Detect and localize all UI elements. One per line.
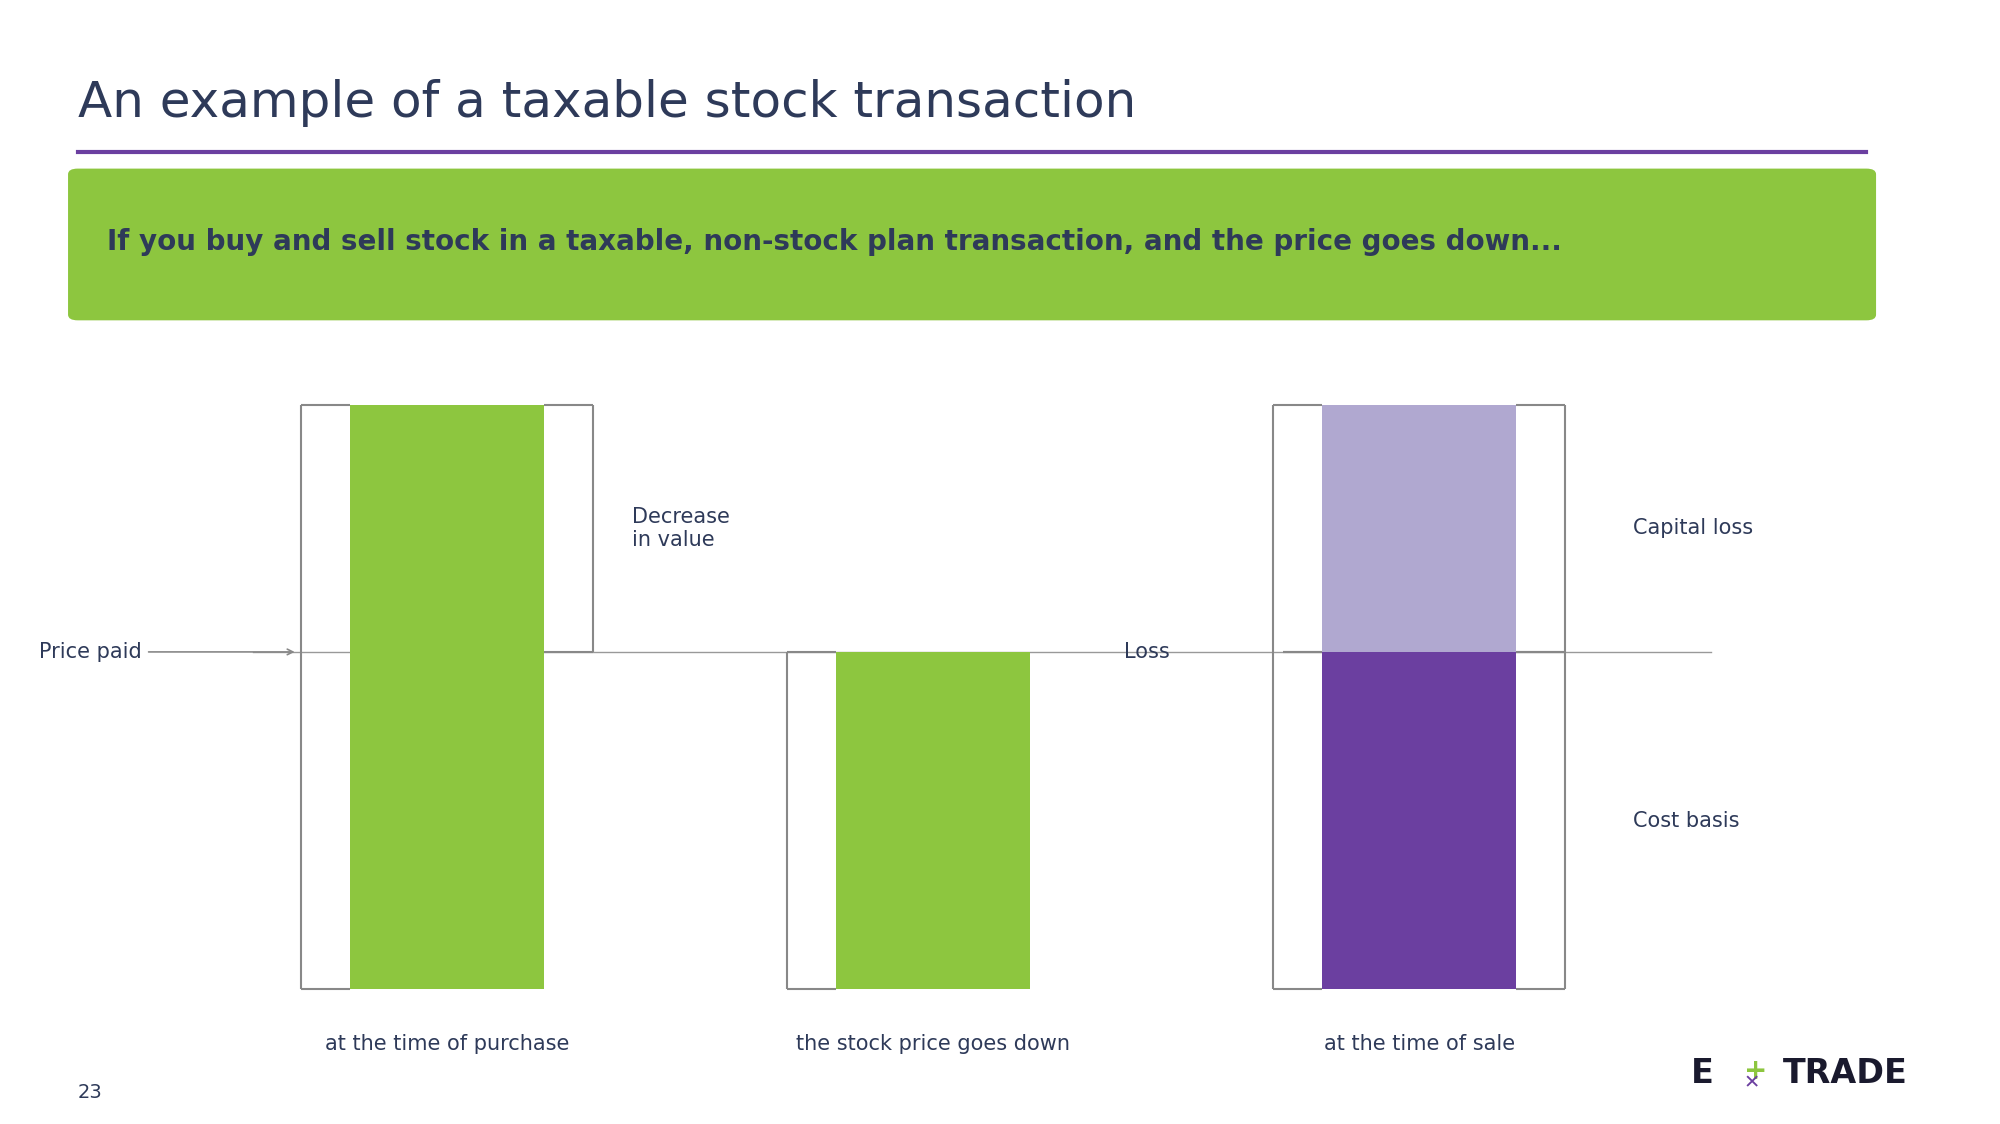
Text: +: + — [1744, 1057, 1768, 1085]
Text: An example of a taxable stock transaction: An example of a taxable stock transactio… — [78, 79, 1136, 127]
Text: ✕: ✕ — [1744, 1073, 1760, 1093]
Text: 23: 23 — [78, 1082, 102, 1102]
Text: E: E — [1692, 1058, 1714, 1090]
Bar — [1322, 652, 1516, 989]
Text: Cost basis: Cost basis — [1634, 810, 1740, 831]
Bar — [1322, 405, 1516, 652]
Bar — [350, 405, 544, 989]
Text: Loss: Loss — [1124, 642, 1170, 662]
Text: the stock price goes down: the stock price goes down — [796, 1034, 1070, 1054]
FancyBboxPatch shape — [68, 169, 1876, 320]
Text: TRADE: TRADE — [1782, 1058, 1908, 1090]
Text: at the time of sale: at the time of sale — [1324, 1034, 1514, 1054]
Bar — [836, 652, 1030, 989]
Text: at the time of purchase: at the time of purchase — [324, 1034, 570, 1054]
Text: Price paid: Price paid — [38, 642, 142, 662]
Text: If you buy and sell stock in a taxable, non-stock plan transaction, and the pric: If you buy and sell stock in a taxable, … — [106, 228, 1562, 255]
Text: Decrease
in value: Decrease in value — [632, 507, 730, 550]
Text: Capital loss: Capital loss — [1634, 518, 1754, 538]
